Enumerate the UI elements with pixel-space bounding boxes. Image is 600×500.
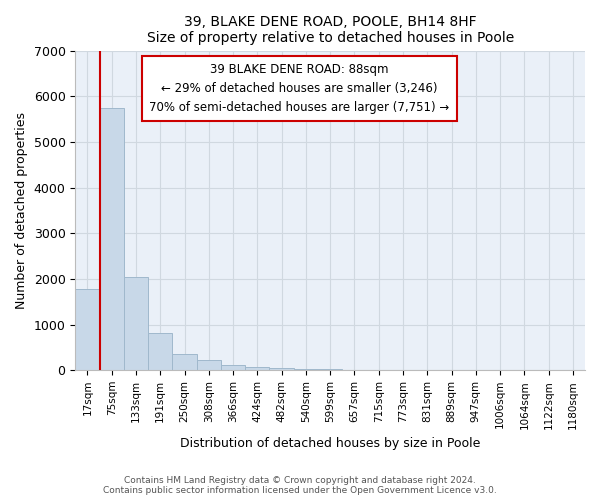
X-axis label: Distribution of detached houses by size in Poole: Distribution of detached houses by size … [180, 437, 481, 450]
Y-axis label: Number of detached properties: Number of detached properties [15, 112, 28, 309]
Bar [100, 108, 124, 370]
Bar [221, 364, 245, 370]
Text: 39 BLAKE DENE ROAD: 88sqm
← 29% of detached houses are smaller (3,246)
70% of se: 39 BLAKE DENE ROAD: 88sqm ← 29% of detac… [149, 64, 449, 114]
Bar [269, 368, 294, 370]
Text: Contains HM Land Registry data © Crown copyright and database right 2024.
Contai: Contains HM Land Registry data © Crown c… [103, 476, 497, 495]
Bar [245, 367, 269, 370]
Bar [75, 289, 100, 370]
Bar [148, 332, 172, 370]
Bar [124, 276, 148, 370]
Bar [172, 354, 197, 370]
Bar [294, 369, 318, 370]
Bar [197, 360, 221, 370]
Title: 39, BLAKE DENE ROAD, POOLE, BH14 8HF
Size of property relative to detached house: 39, BLAKE DENE ROAD, POOLE, BH14 8HF Siz… [146, 15, 514, 45]
